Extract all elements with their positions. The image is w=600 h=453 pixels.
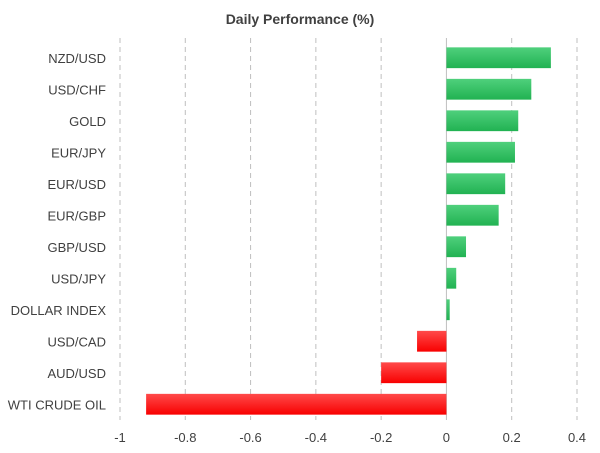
chart-title: Daily Performance (%) <box>226 11 375 27</box>
category-label-aud-usd: AUD/USD <box>47 366 106 381</box>
category-label-wti-crude-oil: WTI CRUDE OIL <box>8 397 106 412</box>
category-label-eur-jpy: EUR/JPY <box>51 145 106 160</box>
bar-usd-jpy <box>446 267 457 289</box>
category-label-dollar-index: DOLLAR INDEX <box>11 303 107 318</box>
category-label-usd-jpy: USD/JPY <box>51 271 106 286</box>
x-tick-label: -0.4 <box>305 430 327 445</box>
bar-nzd-usd <box>446 47 551 69</box>
x-tick-label: -0.8 <box>174 430 196 445</box>
bar-eur-usd <box>446 173 506 195</box>
category-label-nzd-usd: NZD/USD <box>48 51 106 66</box>
bar-usd-cad <box>417 330 447 352</box>
bar-aud-usd <box>381 362 447 384</box>
bar-gold <box>446 110 519 132</box>
bar-eur-gbp <box>446 204 499 226</box>
x-tick-label: 0.4 <box>568 430 586 445</box>
category-label-usd-chf: USD/CHF <box>48 82 106 97</box>
bar-usd-chf <box>446 78 532 100</box>
category-label-usd-cad: USD/CAD <box>47 334 106 349</box>
x-tick-label: 0.2 <box>503 430 521 445</box>
bar-dollar-index <box>446 299 450 321</box>
x-tick-label: -1 <box>114 430 126 445</box>
bar-gbp-usd <box>446 236 467 258</box>
bar-wti-crude-oil <box>146 393 447 415</box>
category-label-gbp-usd: GBP/USD <box>47 240 106 255</box>
x-tick-label: -0.6 <box>239 430 261 445</box>
category-label-eur-usd: EUR/USD <box>47 177 106 192</box>
x-tick-label: -0.2 <box>370 430 392 445</box>
x-tick-label: 0 <box>443 430 450 445</box>
category-label-gold: GOLD <box>69 114 106 129</box>
category-label-eur-gbp: EUR/GBP <box>47 208 106 223</box>
bar-eur-jpy <box>446 141 515 163</box>
